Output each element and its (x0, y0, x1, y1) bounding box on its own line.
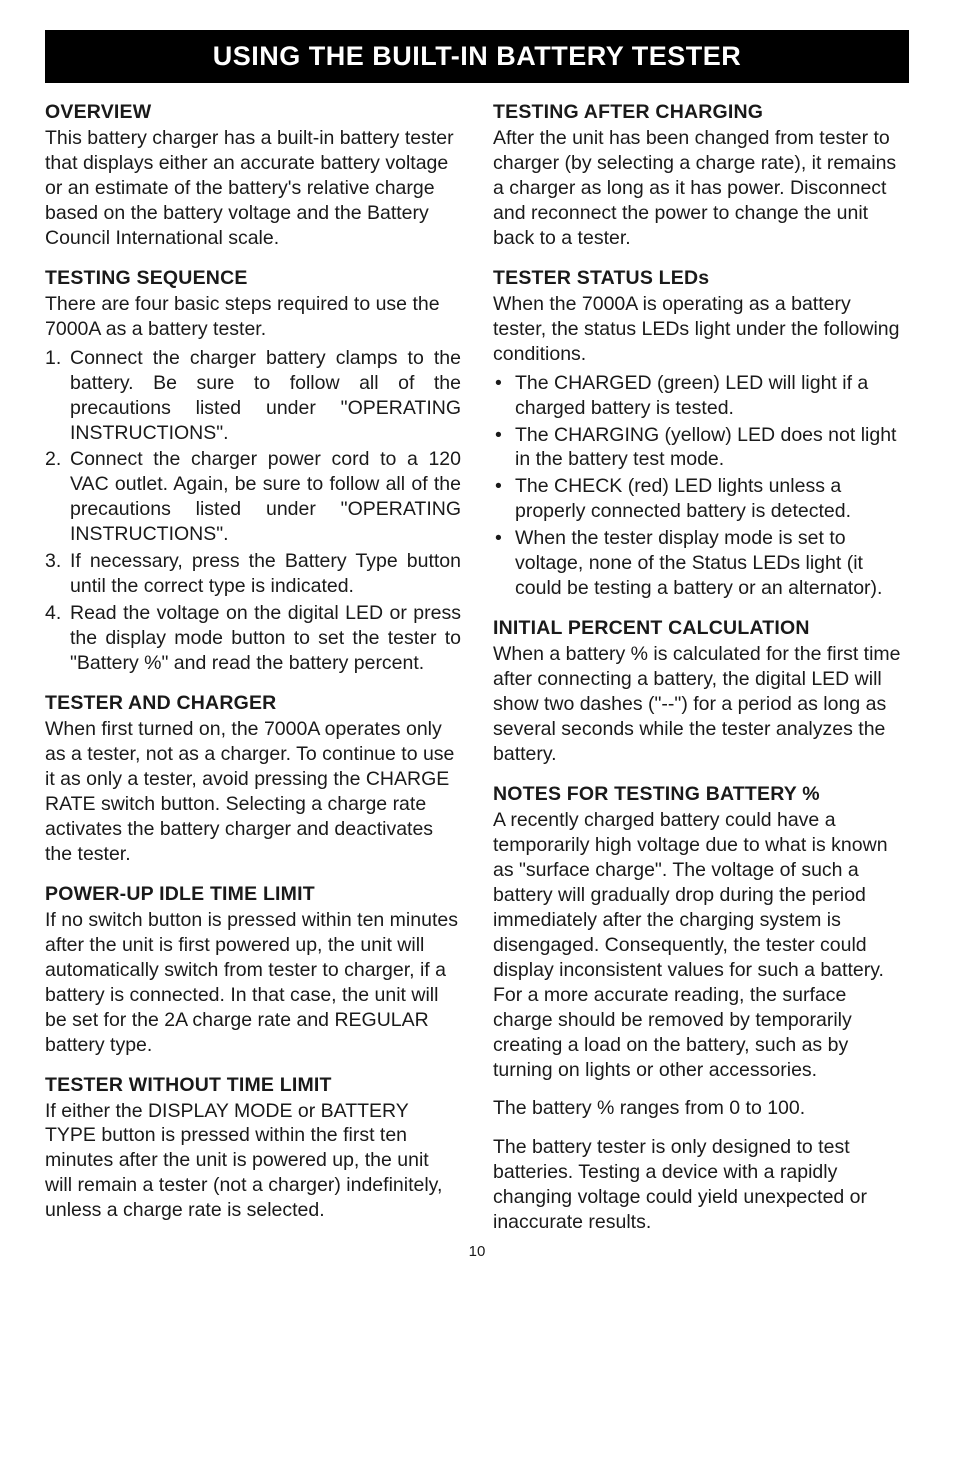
tester-charger-text: When first turned on, the 7000A operates… (45, 717, 461, 867)
overview-text: This battery charger has a built-in batt… (45, 126, 461, 251)
notes-testing-battery-text3: The battery tester is only designed to t… (493, 1135, 909, 1235)
list-item: The CHARGED (green) LED will light if a … (493, 371, 909, 421)
list-item: The CHARGING (yellow) LED does not light… (493, 423, 909, 473)
left-column: OVERVIEW This battery charger has a buil… (45, 101, 461, 1235)
tester-status-leds-heading: TESTER STATUS LEDs (493, 267, 909, 290)
list-item: Read the voltage on the digital LED or p… (45, 601, 461, 676)
initial-percent-text: When a battery % is calculated for the f… (493, 642, 909, 767)
notes-testing-battery-text2: The battery % ranges from 0 to 100. (493, 1096, 909, 1121)
powerup-idle-text: If no switch button is pressed within te… (45, 908, 461, 1058)
tester-without-limit-text: If either the DISPLAY MODE or BATTERY TY… (45, 1099, 461, 1224)
testing-sequence-intro: There are four basic steps required to u… (45, 292, 461, 342)
list-item: Connect the charger power cord to a 120 … (45, 447, 461, 547)
notes-testing-battery-heading: NOTES FOR TESTING BATTERY % (493, 783, 909, 806)
tester-charger-heading: TESTER AND CHARGER (45, 692, 461, 715)
testing-after-charging-heading: TESTING AFTER CHARGING (493, 101, 909, 124)
powerup-idle-heading: POWER-UP IDLE TIME LIMIT (45, 883, 461, 906)
testing-sequence-list: Connect the charger battery clamps to th… (45, 346, 461, 676)
list-item: If necessary, press the Battery Type but… (45, 549, 461, 599)
tester-status-leds-list: The CHARGED (green) LED will light if a … (493, 371, 909, 602)
initial-percent-heading: INITIAL PERCENT CALCULATION (493, 617, 909, 640)
overview-heading: OVERVIEW (45, 101, 461, 124)
title-bar: USING THE BUILT-IN BATTERY TESTER (45, 30, 909, 83)
notes-testing-battery-text1: A recently charged battery could have a … (493, 808, 909, 1082)
list-item: When the tester display mode is set to v… (493, 526, 909, 601)
page-number: 10 (45, 1243, 909, 1260)
tester-status-leds-intro: When the 7000A is operating as a battery… (493, 292, 909, 367)
right-column: TESTING AFTER CHARGING After the unit ha… (493, 101, 909, 1235)
list-item: The CHECK (red) LED lights unless a prop… (493, 474, 909, 524)
list-item: Connect the charger battery clamps to th… (45, 346, 461, 446)
testing-sequence-heading: TESTING SEQUENCE (45, 267, 461, 290)
tester-without-limit-heading: TESTER WITHOUT TIME LIMIT (45, 1074, 461, 1097)
content-columns: OVERVIEW This battery charger has a buil… (45, 101, 909, 1235)
testing-after-charging-text: After the unit has been changed from tes… (493, 126, 909, 251)
